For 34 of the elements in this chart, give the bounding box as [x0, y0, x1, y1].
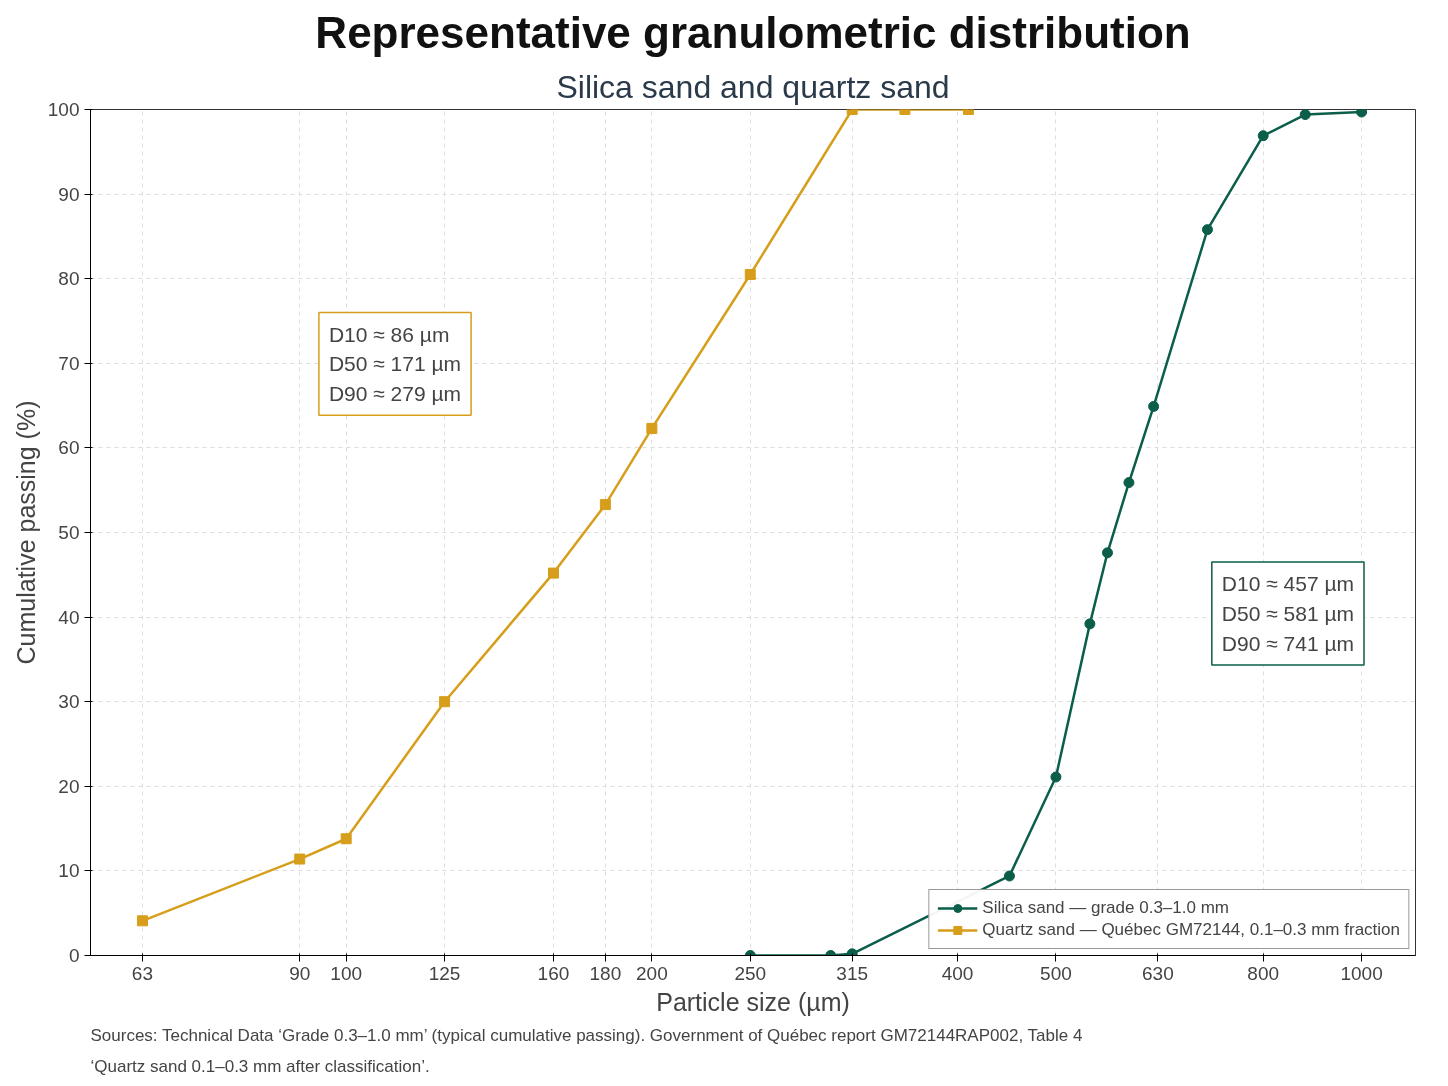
- x-tick-label: 400: [941, 962, 974, 984]
- y-tick-label: 10: [58, 860, 80, 882]
- x-tick-label: 160: [537, 962, 570, 984]
- y-tick-label: 80: [58, 268, 80, 290]
- chart-subtitle: Silica sand and quartz sand: [556, 68, 950, 105]
- y-tick-label: 70: [58, 352, 80, 374]
- x-tick-label: 1000: [1340, 962, 1383, 984]
- x-tick-label: 63: [131, 962, 154, 984]
- x-tick-label: 630: [1142, 962, 1174, 984]
- x-tick-label: 315: [836, 962, 869, 984]
- source-note: Sources: Technical Data ‘Grade 0.3–1.0 mm’ (typical cumulative passing). Government of Québec report GM72144RAP002, Table 4 ‘Quartz sand 0.1–0.3 mm after classification’.: [90, 1025, 1083, 1076]
- legend-label: Quartz sand — Québec GM72144, 0.1–0.3 mm fraction: [982, 920, 1400, 940]
- y-axis-title: Cumulative passing (%): [11, 400, 40, 665]
- x-tick-label: 500: [1040, 962, 1072, 984]
- y-tick-label: 30: [58, 691, 80, 713]
- x-tick-label: 250: [734, 962, 767, 984]
- y-tick-label: 40: [58, 606, 80, 628]
- y-tick-label: 100: [47, 99, 80, 120]
- y-tick-label: 90: [58, 183, 80, 205]
- y-tick-label: 20: [58, 775, 80, 797]
- y-tick-label: 60: [58, 437, 80, 459]
- x-axis-title: Particle size (µm): [656, 987, 850, 1016]
- x-tick-label: 180: [589, 962, 622, 984]
- annotation: D10 ≈ 86 µm D50 ≈ 171 µm D90 ≈ 279 µm: [328, 322, 462, 406]
- annotation: D10 ≈ 457 µm D50 ≈ 581 µm D90 ≈ 741 µm: [1221, 572, 1354, 655]
- legend-label: Silica sand — grade 0.3–1.0 mm: [982, 898, 1229, 918]
- chart-title: Representative granulometric distribution: [315, 7, 1191, 57]
- y-tick-label: 50: [58, 522, 80, 543]
- x-tick-label: 90: [289, 962, 311, 984]
- x-tick-label: 800: [1247, 962, 1280, 984]
- x-tick-label: 125: [428, 962, 461, 984]
- y-tick-label: 0: [68, 945, 80, 966]
- x-tick-label: 100: [330, 962, 363, 984]
- x-tick-label: 200: [636, 962, 668, 984]
